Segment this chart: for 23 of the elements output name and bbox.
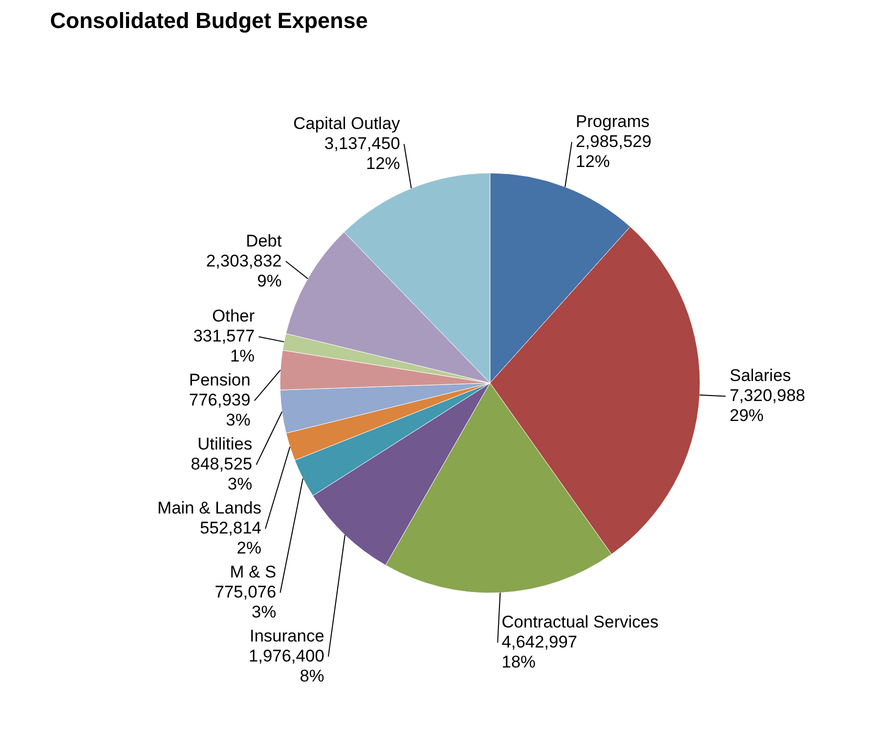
slice-label: Insurance [250,626,324,646]
slice-label: Utilities [197,434,252,454]
data-label: 552,814 2% [200,518,262,558]
slice-label: Salaries [730,366,792,386]
slice-label: Debt [246,231,282,250]
data-label: 2,985,529 12% [576,132,652,172]
data-label: 776,939 3% [189,390,250,430]
chart-title: Consolidated Budget Expense [50,8,368,33]
data-label: 4,642,997 18% [502,632,578,672]
slice-label: M & S [230,562,276,582]
slice-label: Other [212,306,255,326]
data-label: 3,137,450 12% [324,134,400,173]
data-label: 848,525 3% [190,454,252,494]
slice-label: Contractual Services [502,612,658,632]
slice-label: Pension [189,370,250,390]
slice-label: Capital Outlay [293,114,401,133]
data-label: 775,076 3% [214,582,276,622]
slice-label: Main & Lands [157,498,262,518]
slice-label: Programs [576,112,650,132]
data-label: 331,577 1% [193,326,255,366]
data-label: 7,320,988 29% [730,386,806,426]
data-label: 1,976,400 8% [248,646,324,686]
data-label: 2,303,832 9% [206,251,282,290]
